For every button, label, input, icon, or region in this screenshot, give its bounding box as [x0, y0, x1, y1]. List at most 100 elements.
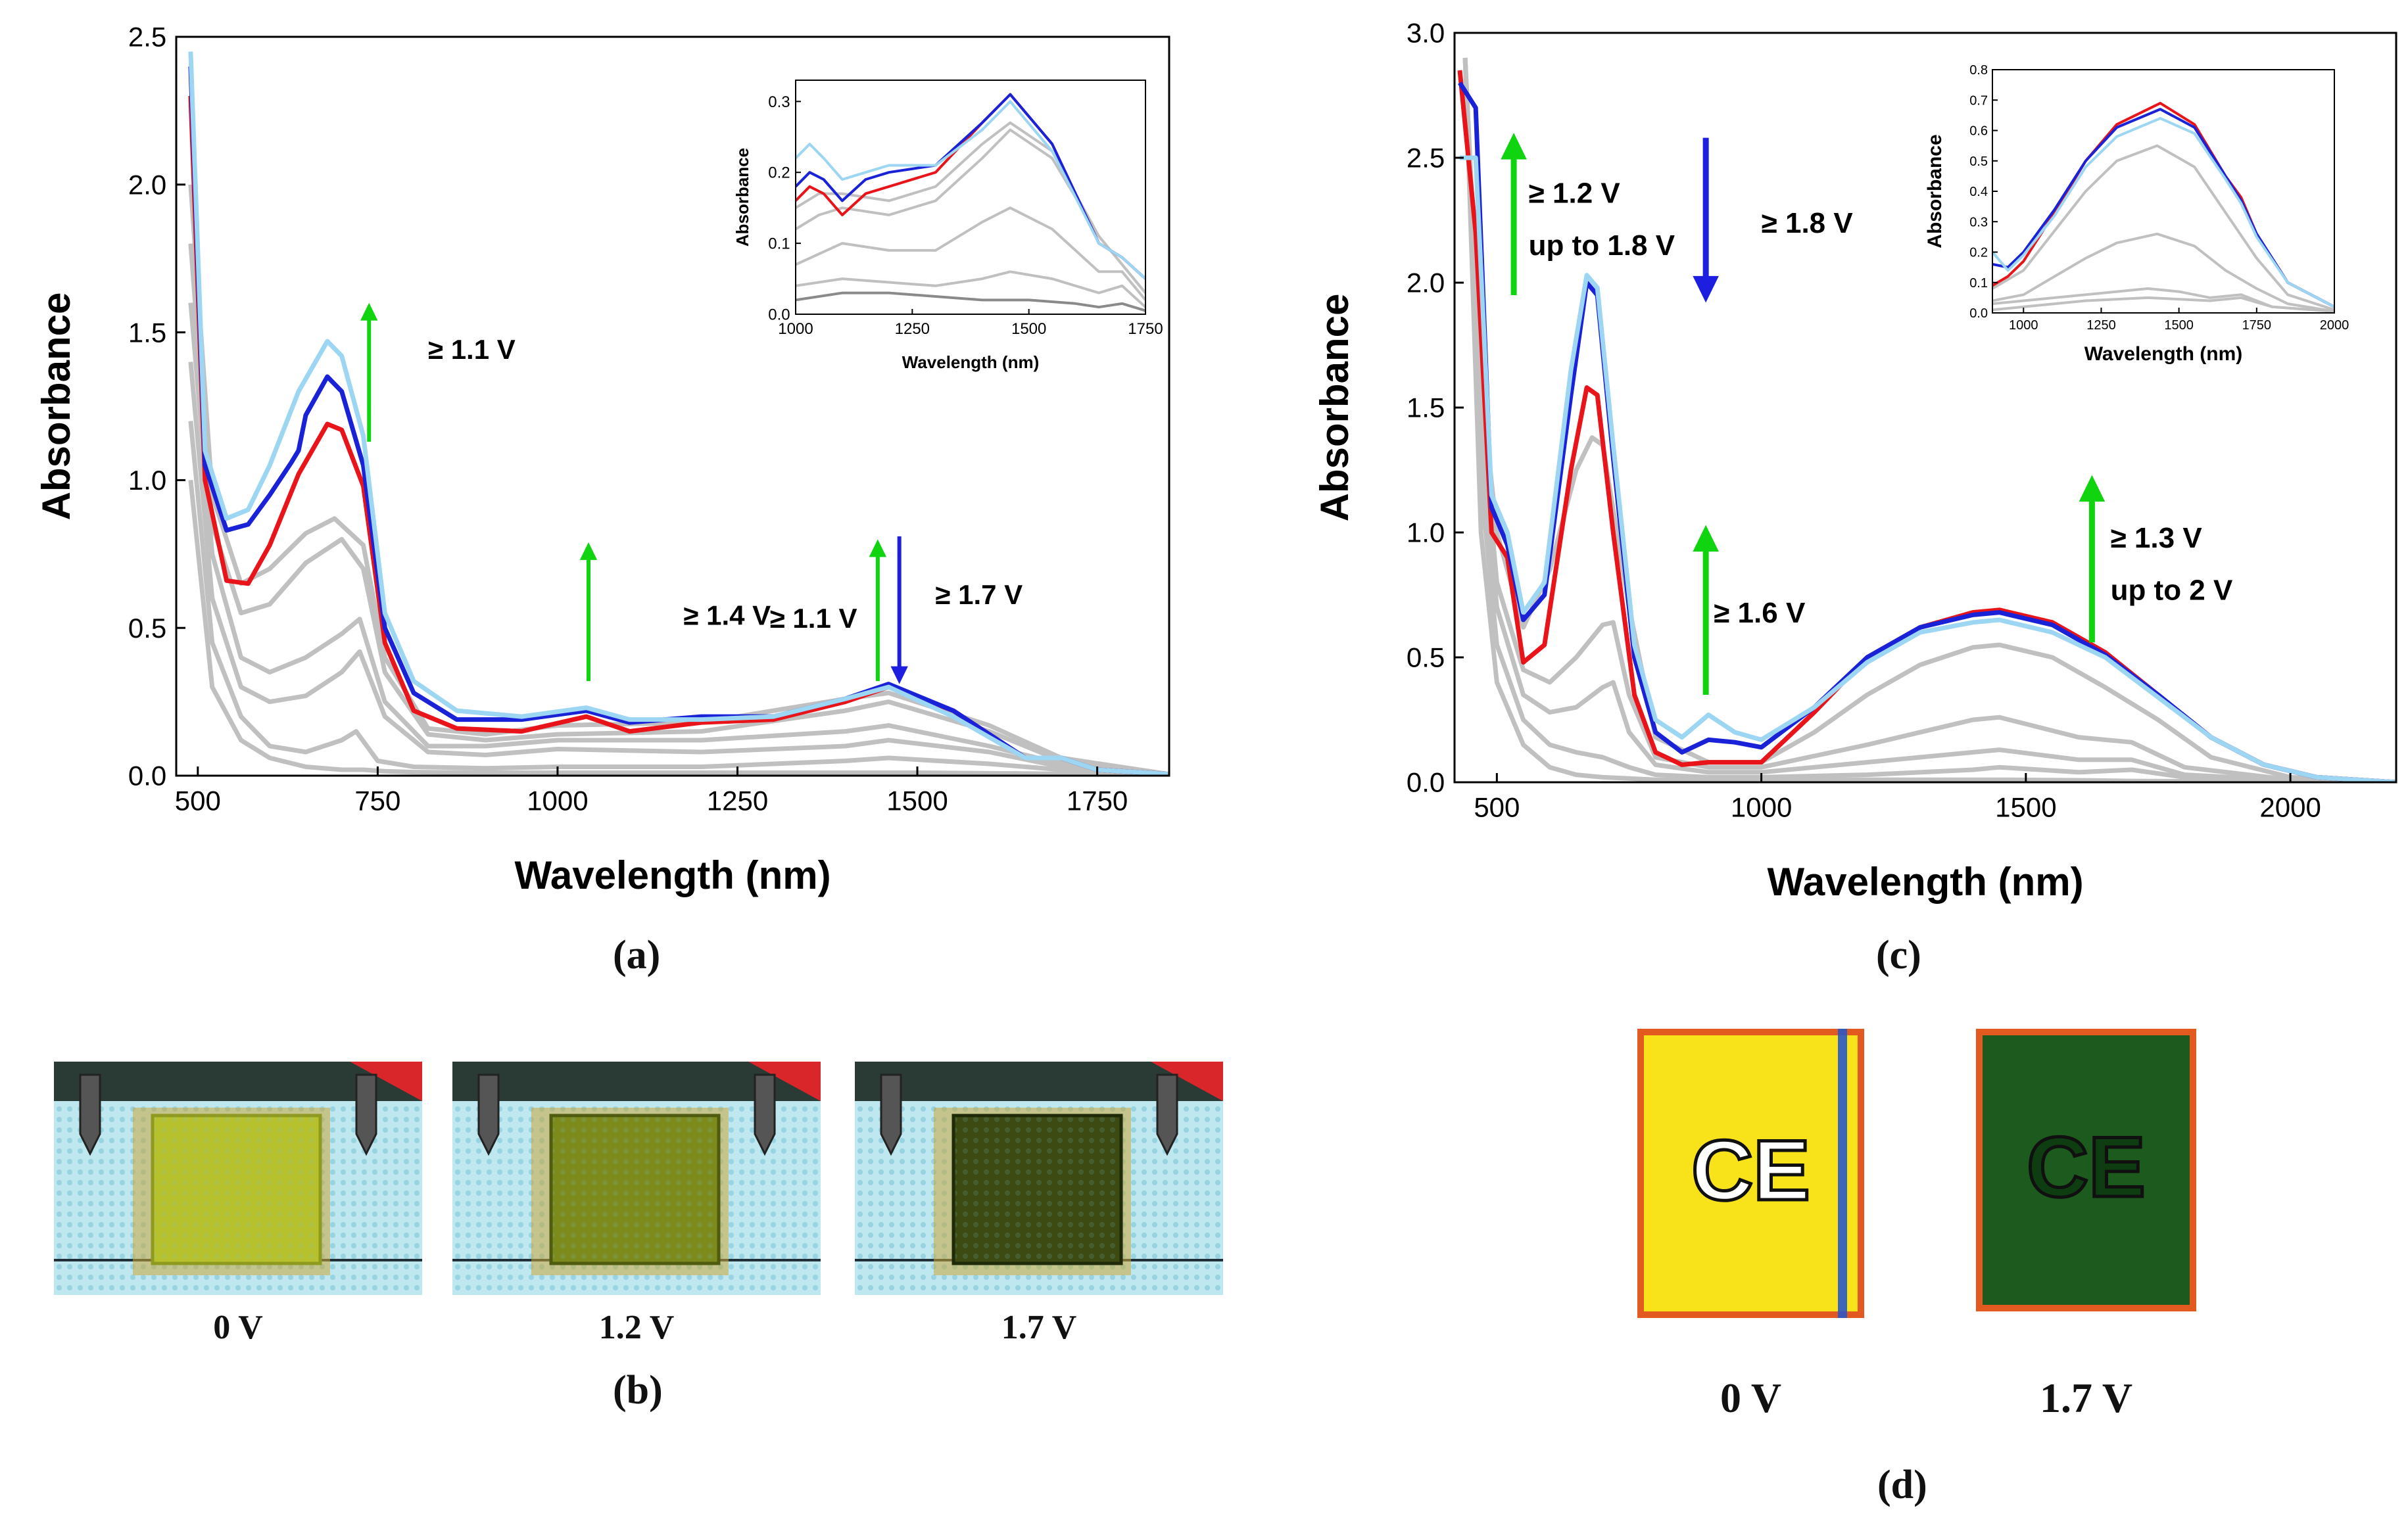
panel-label-a: (a) [613, 933, 661, 977]
chart-c-y-tick-label: 1.5 [1407, 392, 1445, 423]
chart-c-y-tick-label: 3.0 [1407, 18, 1445, 49]
chart-c-inset-x-axis-label: Wavelength (nm) [2084, 343, 2243, 365]
chart-a-series-grey-4 [188, 302, 1169, 776]
chart-a-inset-y-tick-label: 0.0 [768, 306, 790, 323]
chart-a-y-tick-label: 0.0 [128, 761, 166, 791]
chart-a-inset-x-tick-label: 1750 [1128, 320, 1163, 338]
chart-a-series-grey-3 [188, 362, 1169, 776]
chart-c-inset-series-light-blue [1992, 117, 2334, 308]
chart-a-series-group [188, 51, 1169, 776]
chart-c-annotation: up to 2 V [2111, 575, 2233, 607]
chart-c-series-group [1457, 57, 2396, 782]
chart-c-series-grey-3 [1462, 57, 2396, 782]
chart-c-inset-x-tick-label: 1250 [2086, 318, 2116, 333]
chart-c-inset-y-tick-label: 0.0 [1969, 306, 1988, 321]
chart-a-y-axis-label: Absorbance [34, 293, 78, 521]
chart-c-inset-y-tick-label: 0.6 [1969, 124, 1988, 139]
chart-a-y-tick-label: 1.5 [128, 317, 166, 348]
chart-c-inset-x-tick-label: 1000 [2009, 318, 2038, 333]
electrochromic-device-photo-b [54, 1062, 422, 1295]
chart-a-inset-series-grey-2 [796, 270, 1145, 308]
chart-c-x-tick-label: 1500 [1995, 792, 2056, 823]
chart-c-inset-y-axis-label: Absorbance [1924, 134, 1946, 248]
chart-a: 500 750 1000 1250 1500 1750 0.0 0.5 1.0 1.5 2.0 2.5… [34, 22, 1170, 897]
panel-label-d: (d) [1877, 1463, 1927, 1507]
electrochromic-device-photo-d: CE [1963, 1016, 2209, 1325]
chart-c-inset-y-tick-label: 0.3 [1969, 215, 1988, 229]
chart-c-series-grey-1 [1462, 57, 2396, 782]
chart-c: 500 1000 1500 2000 0.0 0.5 1.0 1.5 2.0 2.5 3.0 Wave… [1312, 18, 2397, 904]
chart-a-x-tick-label: 1750 [1067, 786, 1128, 816]
chart-a-arrow-head [360, 302, 378, 321]
chart-c-annotation: up to 1.8 V [1529, 229, 1675, 262]
svg-text:CE: CE [1691, 1122, 1810, 1218]
chart-a-x-axis-label: Wavelength (nm) [514, 853, 831, 897]
chart-a-inset-x-tick-label: 1500 [1011, 320, 1046, 338]
chart-c-series-grey-2 [1462, 57, 2396, 782]
chart-a-y-tick-label: 0.5 [128, 613, 166, 644]
chart-a-series-grey-2 [188, 421, 1169, 776]
chart-c-annotation: ≥ 1.2 V [1529, 177, 1621, 209]
chart-a-x-tick-label: 1250 [707, 786, 768, 816]
chart-c-x-tick-label: 500 [1474, 792, 1520, 823]
chart-a-y-tick-label: 1.0 [128, 465, 166, 496]
chart-c-annotation: ≥ 1.8 V [1762, 207, 1854, 239]
chart-a-inset-y-tick-label: 0.1 [768, 235, 790, 253]
photo-b-voltage-label: 1.7 V [1001, 1309, 1077, 1346]
chart-c-inset-series-group [1992, 101, 2334, 313]
chart-c-arrow-head [1501, 133, 1527, 160]
chart-a-series-grey-5 [188, 243, 1169, 776]
chart-a-inset-y-tick-label: 0.2 [768, 164, 790, 182]
chart-a-inset-series-light-blue [796, 100, 1145, 280]
chart-a-inset-x-tick-label: 1000 [778, 320, 813, 338]
chart-a-annotation: ≥ 1.7 V [935, 579, 1023, 610]
chart-c-inset-y-tick-label: 0.1 [1969, 276, 1988, 291]
chart-c-inset-series-grey-3 [1992, 232, 2334, 313]
chart-c-y-tick-label: 0.0 [1407, 767, 1445, 798]
chart-c-arrow-head [1693, 525, 1719, 552]
chart-c-inset-y-tick-label: 0.7 [1969, 93, 1988, 108]
chart-c-y-axis-label: Absorbance [1312, 294, 1357, 522]
electrochromic-device-photo-b [855, 1062, 1223, 1295]
photo-d-voltage-label: 1.7 V [2039, 1375, 2133, 1421]
chart-c-inset-y-tick-label: 0.4 [1969, 185, 1988, 199]
chart-c-y-tick-label: 2.5 [1407, 143, 1445, 174]
chart-c-annotation: ≥ 1.3 V [2111, 522, 2203, 554]
chart-c-inset-series-grey-2 [1992, 287, 2334, 313]
chart-c-inset-x-tick-label: 1500 [2164, 318, 2194, 333]
chart-c-y-tick-label: 0.5 [1407, 642, 1445, 673]
chart-a-series-grey-1 [188, 480, 1169, 776]
chart-a-inset-frame [795, 80, 1146, 315]
chart-a-x-tick-label: 500 [175, 786, 221, 816]
chart-a-inset-series-grey-1 [796, 291, 1145, 312]
chart-a-annotation: ≥ 1.4 V [683, 600, 771, 631]
chart-a-inset-background [796, 80, 1145, 314]
chart-a-series-blue [188, 66, 1169, 776]
chart-a-series-light-blue [188, 51, 1169, 776]
chart-c-y-tick-label: 2.0 [1407, 268, 1445, 298]
chart-a-annotation: ≥ 1.1 V [428, 334, 516, 365]
chart-a-y-tick-label: 2.0 [128, 170, 166, 200]
chart-c-series-light-blue [1460, 155, 2396, 782]
chart-c-inset-y-tick-label: 0.8 [1969, 63, 1988, 78]
panel-label-c: (c) [1876, 933, 1921, 977]
photo-d-voltage-label: 0 V [1720, 1375, 1782, 1421]
chart-a-inset-x-axis-label: Wavelength (nm) [902, 352, 1039, 372]
chart-a-x-tick-label: 1500 [886, 786, 948, 816]
chart-c-x-tick-label: 1000 [1731, 792, 1792, 823]
chart-a-inset-y-axis-label: Absorbance [733, 148, 752, 247]
photo-b-voltage-label: 1.2 V [598, 1309, 675, 1346]
chart-c-y-tick-label: 1.0 [1407, 517, 1445, 548]
chart-a-arrow-head [890, 666, 908, 684]
electrochromic-device-photo-d: CE [1624, 1016, 1877, 1331]
chart-c-inset-y-tick-label: 0.2 [1969, 246, 1988, 260]
chart-c-inset-series-grey-4 [1992, 144, 2334, 312]
electrochromic-device-photo-b [452, 1062, 821, 1295]
chart-a-arrow-head [869, 539, 887, 557]
chart-a-inset-series-grey-3 [796, 206, 1145, 301]
chart-c-arrow-head [1693, 275, 1719, 303]
chart-c-x-axis-label: Wavelength (nm) [1767, 860, 2083, 904]
chart-c-arrow-head [2079, 475, 2106, 502]
chart-c-x-tick-label: 2000 [2259, 792, 2321, 823]
chart-a-inset-y-tick-label: 0.3 [768, 93, 790, 111]
